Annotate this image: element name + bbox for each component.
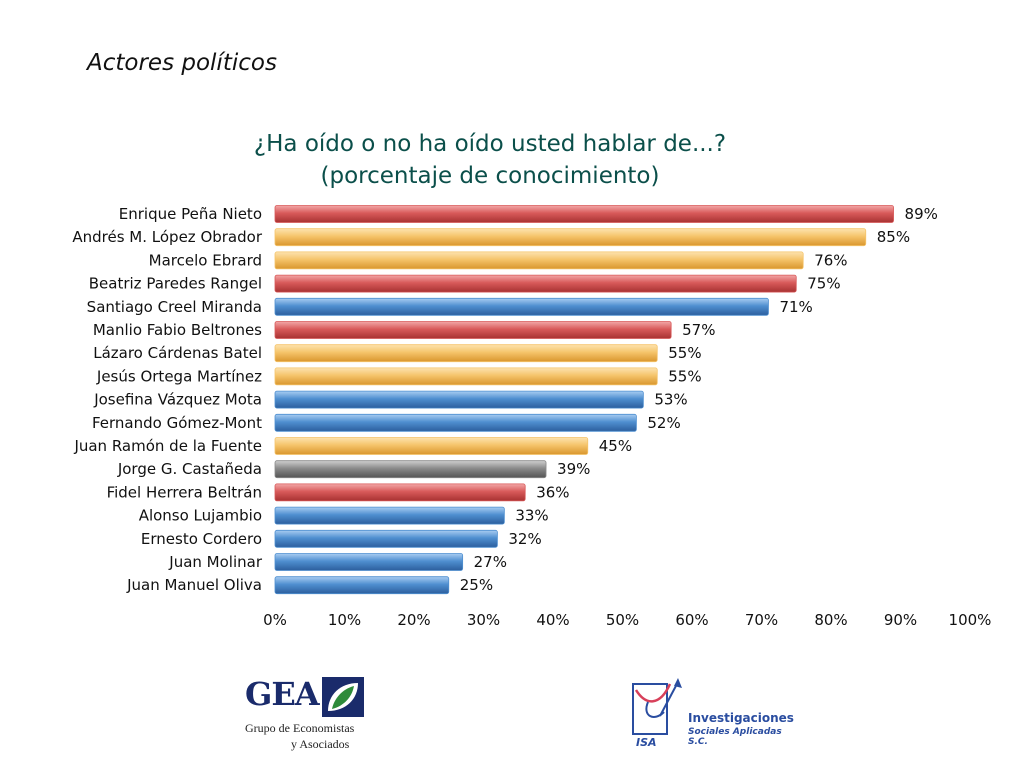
bar-1 (274, 228, 867, 247)
value-label: 53% (654, 391, 687, 409)
value-label: 55% (668, 367, 701, 385)
value-label: 45% (599, 437, 632, 455)
x-tick-label: 40% (536, 611, 569, 629)
value-label: 76% (814, 251, 847, 269)
value-label: 32% (508, 530, 541, 548)
category-label: Fernando Gómez-Mont (92, 414, 262, 432)
category-label: Santiago Creel Miranda (87, 298, 262, 316)
bar-16 (274, 576, 450, 595)
x-tick-label: 50% (606, 611, 639, 629)
bar-11 (274, 460, 547, 479)
value-label: 27% (474, 553, 507, 571)
value-label: 55% (668, 344, 701, 362)
category-label: Enrique Peña Nieto (119, 205, 262, 223)
bar-2 (274, 251, 804, 270)
value-label: 33% (515, 507, 548, 525)
value-label: 39% (557, 460, 590, 478)
category-label: Josefina Vázquez Mota (93, 391, 262, 409)
bar-5 (274, 321, 672, 339)
x-tick-label: 0% (263, 611, 287, 629)
gea-logo-text: GEA (245, 675, 320, 713)
isa-logo: ISA Investigaciones Sociales Aplicadas S… (630, 676, 800, 756)
category-label: Fidel Herrera Beltrán (107, 483, 262, 501)
category-label: Beatriz Paredes Rangel (89, 275, 262, 293)
category-label: Lázaro Cárdenas Batel (93, 344, 262, 362)
bar-10 (274, 437, 589, 455)
value-label: 75% (807, 275, 840, 293)
value-label: 25% (460, 576, 493, 594)
slide-title: Actores políticos (87, 50, 277, 76)
bar-9 (274, 413, 637, 432)
value-label: 71% (779, 298, 812, 316)
category-label: Marcelo Ebrard (149, 251, 262, 269)
isa-emblem-icon: ISA (632, 678, 682, 748)
bar-chart: Enrique Peña Nieto 89% Andrés M. López Obr… (72, 205, 992, 629)
isa-mark-text: ISA (636, 736, 657, 748)
bar-6 (274, 344, 658, 363)
value-label: 52% (647, 414, 680, 432)
x-tick-label: 10% (328, 611, 361, 629)
category-label: Ernesto Cordero (141, 530, 262, 548)
gea-logo: GEA Grupo de Economistas y Asociados (245, 675, 385, 755)
category-label: Jesús Ortega Martínez (96, 367, 262, 385)
bar-8 (274, 390, 644, 409)
category-label: Juan Ramón de la Fuente (73, 437, 262, 455)
gea-logo-line2: y Asociados (291, 737, 350, 751)
gea-leaf-icon (322, 677, 364, 717)
isa-logo-line2: Sociales Aplicadas S.C. (688, 727, 782, 747)
bar-13 (274, 506, 505, 525)
bar-7 (274, 367, 658, 386)
category-label: Andrés M. López Obrador (72, 228, 262, 246)
chart-title: ¿Ha oído o no ha oído usted hablar de...… (253, 131, 727, 157)
value-label: 89% (905, 205, 938, 223)
gea-logo-line1: Grupo de Economistas (245, 721, 355, 735)
x-tick-label: 70% (745, 611, 778, 629)
bar-4 (274, 297, 769, 316)
x-tick-label: 100% (949, 611, 992, 629)
bar-3 (274, 274, 797, 293)
value-label: 57% (682, 321, 715, 339)
bar-14 (274, 529, 498, 548)
x-tick-label: 30% (467, 611, 500, 629)
bar-12 (274, 483, 526, 502)
x-tick-label: 20% (397, 611, 430, 629)
value-label: 36% (536, 483, 569, 501)
category-label: Manlio Fabio Beltrones (93, 321, 262, 339)
isa-logo-line1: Investigaciones (688, 711, 794, 725)
value-label: 85% (877, 228, 910, 246)
x-tick-label: 80% (814, 611, 847, 629)
category-label: Juan Molinar (168, 553, 263, 571)
chart-subtitle: (porcentaje de conocimiento) (320, 163, 660, 189)
x-tick-label: 60% (675, 611, 708, 629)
bar-15 (274, 553, 464, 571)
x-tick-label: 90% (884, 611, 917, 629)
category-label: Jorge G. Castañeda (117, 460, 262, 478)
category-label: Juan Manuel Oliva (126, 576, 262, 594)
bar-0 (274, 205, 894, 223)
category-label: Alonso Lujambio (139, 507, 262, 525)
